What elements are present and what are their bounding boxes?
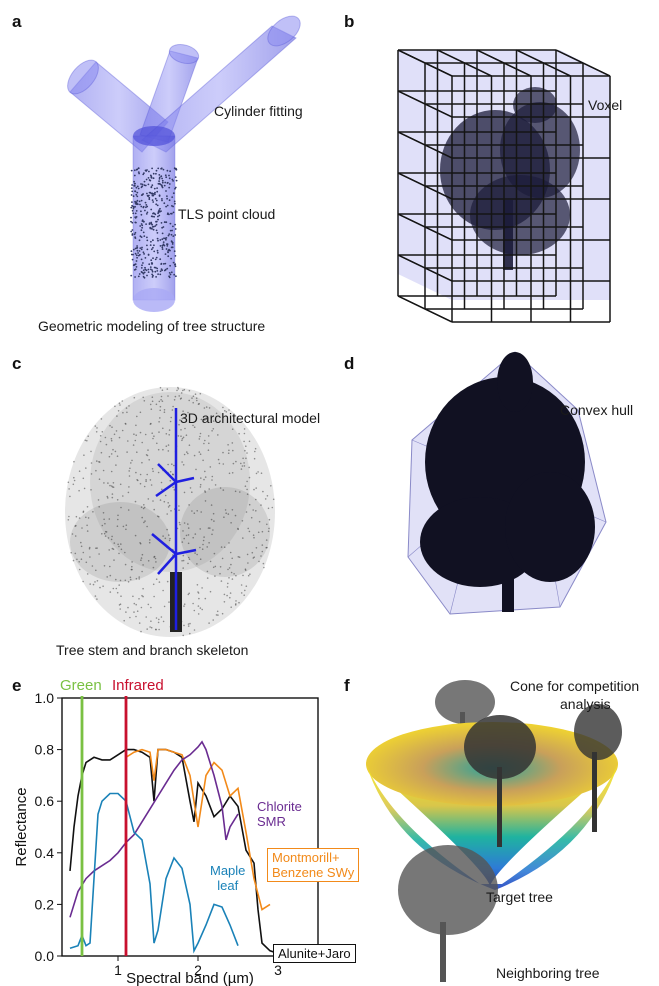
panel-c-caption: Tree stem and branch skeleton <box>56 642 249 658</box>
competition-cone-figure <box>366 680 622 982</box>
panel-a: a Cylinder fitting <box>0 0 330 340</box>
series-line-2 <box>69 740 239 918</box>
branch-cylinder <box>139 43 200 143</box>
branch-cylinder <box>141 15 301 153</box>
branch-skeleton <box>151 408 197 630</box>
series-line-1 <box>125 748 271 911</box>
panel-a-caption: Geometric modeling of tree structure <box>38 318 266 334</box>
series-line-3 <box>69 792 239 954</box>
trunk-cylinder <box>132 126 176 312</box>
architectural-model-label: 3D architectural model <box>180 410 321 426</box>
cylinder-model-figure <box>67 15 301 312</box>
panel-label: f <box>344 676 350 695</box>
cylinder-fitting-label: Cylinder fitting <box>214 103 303 119</box>
panel-label: b <box>344 12 355 31</box>
panel-label: c <box>12 354 22 373</box>
voxel-label: Voxel <box>588 97 623 113</box>
cone-label-line1: Cone for competition <box>510 678 640 694</box>
panel-b: b Voxel <box>330 0 659 340</box>
y-tick-label: 0.6 <box>35 793 55 809</box>
convex-hull-figure <box>407 351 607 615</box>
y-tick-label: 0.0 <box>35 948 55 964</box>
y-tick-label: 0.4 <box>35 845 55 861</box>
tls-point-cloud-label: TLS point cloud <box>178 206 276 222</box>
voxel-grid <box>397 49 611 323</box>
x-tick-label: 1 <box>114 962 122 978</box>
legend-montmorill: Montmorill+ Benzene SWy <box>267 848 360 882</box>
panel-d: d Convex hull <box>330 342 659 670</box>
legend-alunite: Alunite+Jaro <box>273 944 356 963</box>
convex-hull-label: Convex hull <box>560 402 634 418</box>
legend-maple: Maple leaf <box>210 863 246 893</box>
y-tick-label: 0.2 <box>35 896 55 912</box>
tree-point-cloud <box>420 352 595 612</box>
skeleton-figure <box>65 386 275 637</box>
target-tree <box>464 715 536 847</box>
cone-label-line2: analysis <box>560 696 611 712</box>
tree-point-cloud <box>65 387 275 637</box>
x-axis-label: Spectral band (µm) <box>126 970 254 986</box>
neighboring-tree <box>574 704 622 832</box>
panel-e: e <box>0 672 330 986</box>
neighboring-tree <box>398 845 498 982</box>
x-tick-label: 3 <box>274 962 282 978</box>
y-axis-label: Reflectance <box>13 787 30 866</box>
target-tree-label: Target tree <box>486 889 553 905</box>
plot-frame <box>61 697 319 957</box>
panel-label: a <box>12 12 22 31</box>
voxel-figure <box>397 49 611 323</box>
panel-f: f <box>330 672 659 986</box>
legend-chlorite: Chlorite SMR <box>257 799 302 829</box>
panel-label: d <box>344 354 355 373</box>
neighboring-tree-label: Neighboring tree <box>496 965 600 981</box>
tree-point-cloud <box>440 87 580 270</box>
x-tick-label: 2 <box>194 962 202 978</box>
tls-point-cloud <box>130 167 178 279</box>
panel-label: e <box>12 676 22 695</box>
panel-c: c 3D architectural model Tree stem and b… <box>0 342 330 670</box>
spectral-chart: 0.0 0.2 0.4 0.6 0.8 1.0 1 2 3 Spectral band (µm) R… <box>13 677 319 986</box>
band-label-green: Green <box>60 677 102 694</box>
y-tick-label: 1.0 <box>35 690 55 706</box>
y-tick-label: 0.8 <box>35 742 55 758</box>
series-line-0 <box>69 748 279 955</box>
band-label-infrared: Infrared <box>112 677 164 694</box>
